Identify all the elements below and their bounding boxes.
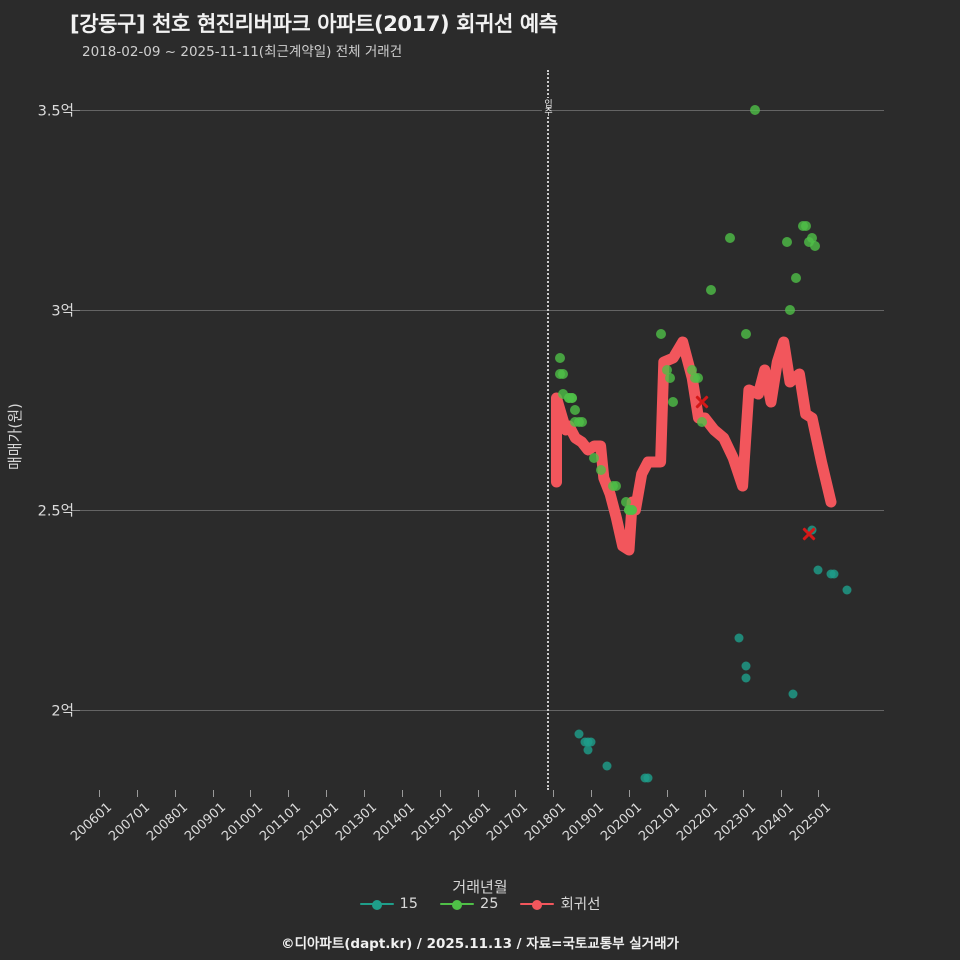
x-tick-mark [250, 790, 252, 797]
x-tick-mark [666, 790, 668, 797]
legend-swatch-icon [439, 898, 474, 910]
x-tick-mark [591, 790, 593, 797]
regression-line [551, 336, 837, 556]
x-tick-mark [477, 790, 479, 797]
data-point-25 [627, 505, 638, 515]
data-point-25 [810, 241, 821, 251]
page-subtitle: 2018-02-09 ~ 2025-11-11(최근계약일) 전체 거래건 [82, 44, 403, 60]
x-tick-mark [515, 790, 517, 797]
data-point-25 [661, 365, 672, 375]
data-point-25 [696, 417, 707, 427]
data-point-25 [807, 233, 818, 243]
y-tick-mark [71, 310, 80, 311]
legend-swatch-icon [359, 898, 394, 910]
data-point-25 [706, 285, 717, 295]
legend-label: 25 [479, 895, 499, 912]
data-point-25 [800, 221, 811, 231]
y-tick-label: 2억 [51, 703, 74, 720]
x-tick-mark [780, 790, 782, 797]
y-tick-label: 2.5억 [37, 503, 74, 520]
data-point-25 [570, 405, 581, 415]
x-tick-mark [553, 790, 555, 797]
data-point-25 [557, 369, 568, 379]
data-point-25 [740, 329, 751, 339]
legend-label: 회귀선 [560, 897, 601, 913]
plot-area [80, 70, 884, 790]
data-point-15 [842, 585, 852, 595]
x-tick-mark [363, 790, 365, 797]
legend-item-15[interactable]: 15 [359, 895, 418, 912]
data-point-25 [655, 329, 666, 339]
data-point-15 [643, 773, 653, 783]
x-tick-mark [818, 790, 820, 797]
movein-marker-line [547, 70, 549, 790]
x-tick-mark [439, 790, 441, 797]
data-point-15 [741, 661, 751, 671]
y-gridline [80, 710, 884, 711]
data-point-15 [734, 633, 744, 643]
data-point-15 [602, 761, 612, 771]
data-point-25 [595, 465, 606, 475]
outlier-x-marker [694, 394, 710, 410]
page-title: [강동구] 천호 현진리버파크 아파트(2017) 회귀선 예측 [70, 12, 558, 36]
x-tick-mark [326, 790, 328, 797]
x-tick-mark [629, 790, 631, 797]
data-point-25 [665, 373, 676, 383]
data-point-15 [574, 729, 584, 739]
y-tick-mark [71, 110, 80, 111]
x-axis-title: 거래년월 [452, 878, 508, 896]
data-point-25 [725, 233, 736, 243]
regression-path [551, 336, 837, 556]
x-tick-mark [401, 790, 403, 797]
y-tick-label: 3.5억 [37, 103, 74, 120]
data-point-25 [589, 453, 600, 463]
data-point-15 [788, 689, 798, 699]
y-gridline [80, 310, 884, 311]
legend-label: 15 [399, 895, 418, 912]
data-point-25 [620, 497, 631, 507]
data-point-15 [813, 565, 823, 575]
legend-swatch-icon [520, 898, 555, 910]
legend-item-25[interactable]: 25 [439, 895, 499, 912]
x-tick-mark [704, 790, 706, 797]
y-tick-mark [71, 510, 80, 511]
chart-legend: 15 25 회귀선 [0, 893, 960, 914]
data-point-15 [741, 673, 751, 683]
data-point-25 [687, 365, 698, 375]
x-tick-mark [174, 790, 176, 797]
y-gridline [80, 510, 884, 511]
data-point-15 [586, 737, 596, 747]
x-tick-mark [136, 790, 138, 797]
data-point-25 [784, 305, 795, 315]
data-point-25 [557, 389, 568, 399]
legend-item-회귀선[interactable]: 회귀선 [520, 893, 600, 914]
footer-credit: ©디아파트(dapt.kr) / 2025.11.13 / 자료=국토교통부 실… [281, 936, 679, 952]
y-tick-mark [71, 710, 80, 711]
data-point-15 [583, 745, 593, 755]
y-axis-title: 매매가(원) [6, 403, 24, 470]
data-point-15 [829, 569, 839, 579]
data-point-25 [781, 237, 792, 247]
outlier-x-marker [801, 526, 817, 542]
x-tick-mark [288, 790, 290, 797]
data-point-25 [668, 397, 679, 407]
data-point-25 [791, 273, 802, 283]
data-point-25 [750, 105, 761, 115]
movein-marker-label: 입주 [542, 98, 552, 116]
x-tick-mark [742, 790, 744, 797]
x-tick-mark [212, 790, 214, 797]
data-point-25 [554, 353, 565, 363]
y-tick-label: 3억 [51, 303, 74, 320]
data-point-25 [611, 481, 622, 491]
x-tick-mark [98, 790, 100, 797]
data-point-25 [576, 417, 587, 427]
y-gridline [80, 110, 884, 111]
data-point-25 [693, 373, 704, 383]
data-point-25 [567, 393, 578, 403]
